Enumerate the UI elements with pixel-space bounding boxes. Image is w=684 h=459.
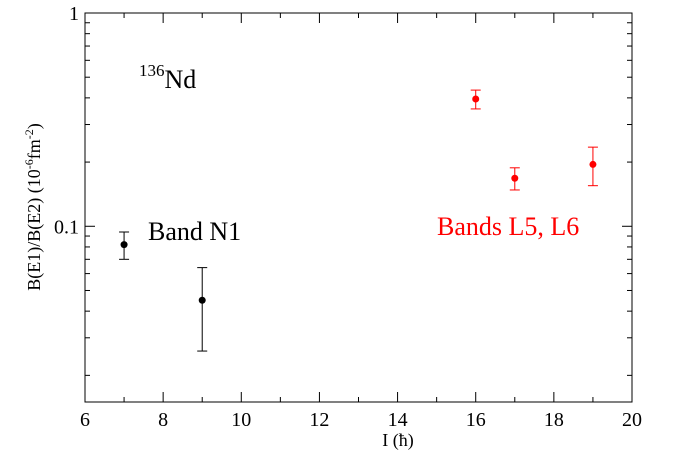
- series-label: Band N1: [148, 217, 241, 246]
- y-label-part: B(E1)/B(E2) (10: [24, 169, 45, 290]
- x-tick-label: 20: [622, 409, 642, 431]
- mass-number: 136: [139, 61, 165, 80]
- data-point: [472, 95, 480, 103]
- y-axis-label: B(E1)/B(E2) (10-6fm-2): [22, 123, 45, 290]
- y-tick-label: 0.1: [54, 216, 79, 238]
- nucleus-label: 136Nd: [139, 61, 196, 94]
- element: Nd: [165, 65, 197, 94]
- x-axis-label: I (ħ): [382, 430, 413, 451]
- x-tick-label: 16: [466, 409, 486, 431]
- x-tick-label: 10: [231, 409, 251, 431]
- data-point: [198, 296, 206, 304]
- data-point: [120, 241, 128, 249]
- data-point: [511, 174, 519, 182]
- x-tick-label: 14: [388, 409, 408, 431]
- data-point: [589, 160, 597, 168]
- x-tick-label: 6: [80, 409, 90, 431]
- y-label-part: ): [24, 123, 45, 129]
- y-label-part: fm: [24, 139, 44, 159]
- x-tick-label: 12: [309, 409, 329, 431]
- x-tick-label: 8: [158, 409, 168, 431]
- y-label-sup: -2: [22, 129, 36, 139]
- y-label-sup: -6: [22, 159, 36, 169]
- series-label: Bands L5, L6: [437, 212, 579, 241]
- x-tick-label: 18: [544, 409, 564, 431]
- y-tick-label: 1: [69, 3, 79, 25]
